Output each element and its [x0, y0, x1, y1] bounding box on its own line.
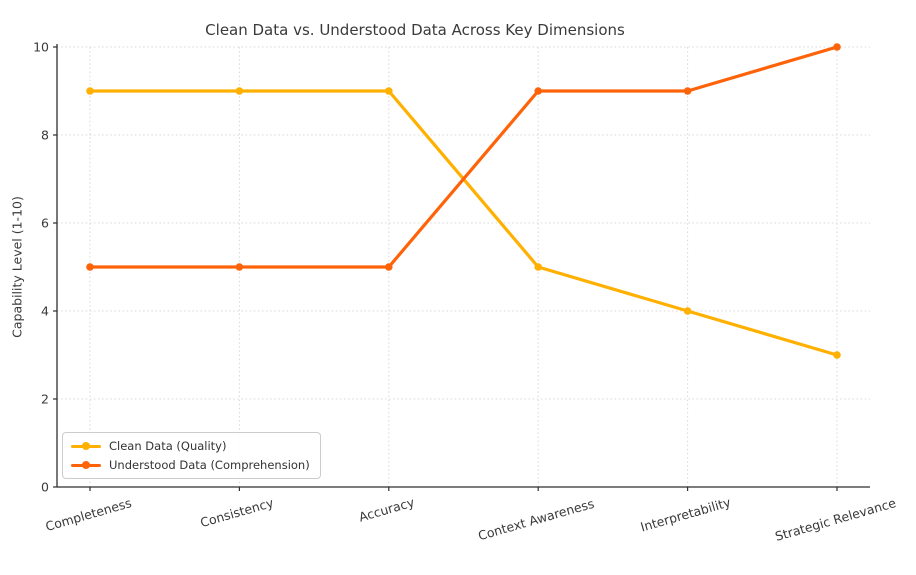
y-tick-label: 0 — [41, 479, 49, 494]
legend-label: Clean Data (Quality) — [109, 439, 227, 453]
data-point-marker — [235, 87, 244, 95]
data-point-marker — [833, 43, 841, 51]
y-tick-label: 10 — [33, 39, 49, 54]
data-point-marker — [385, 263, 393, 271]
legend: Clean Data (Quality) Understood Data (Com… — [62, 432, 321, 479]
y-tick-label: 8 — [41, 127, 49, 142]
y-tick-label: 2 — [41, 391, 49, 406]
data-point-marker — [86, 87, 94, 95]
legend-item: Clean Data (Quality) — [71, 438, 310, 454]
chart-title: Clean Data vs. Understood Data Across Ke… — [205, 21, 625, 39]
data-point-marker — [683, 307, 692, 315]
legend-item: Understood Data (Comprehension) — [71, 457, 310, 473]
y-tick-label: 6 — [41, 215, 49, 230]
y-tick-label: 4 — [41, 303, 49, 318]
data-point-marker — [385, 87, 393, 95]
data-point-marker — [534, 87, 542, 95]
data-point-marker — [833, 351, 841, 359]
legend-line-swatch — [71, 460, 101, 470]
data-point-marker — [683, 87, 692, 95]
legend-label: Understood Data (Comprehension) — [109, 458, 310, 472]
series-line — [88, 45, 839, 269]
data-point-marker — [86, 263, 94, 271]
legend-line-swatch — [71, 441, 101, 451]
data-point-marker — [235, 263, 244, 271]
y-axis-label: Capability Level (1-10) — [9, 196, 25, 338]
data-point-marker — [534, 263, 542, 271]
